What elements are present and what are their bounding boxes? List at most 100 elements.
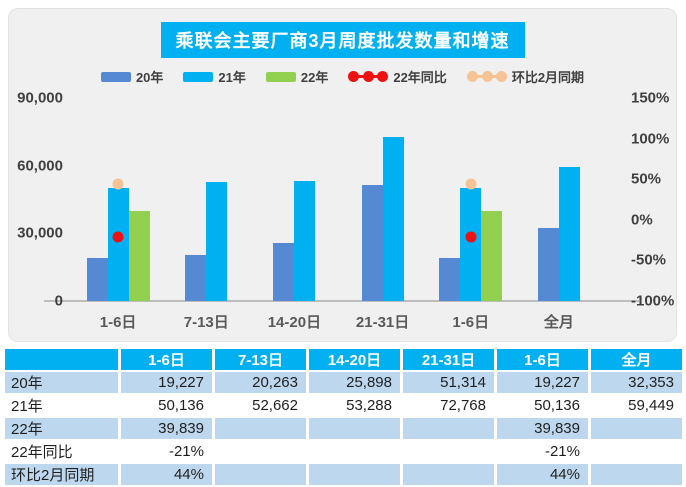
cell-r2-c2 [309,418,400,439]
dot-mom-0 [112,178,124,190]
bar-y2021-3 [382,136,404,301]
table-row-3: 22年同比 -21% -21% [5,441,682,462]
row-label-4: 环比2月同期 [5,464,118,485]
cell-r4-c3 [403,464,494,485]
bar-y2021-5 [558,166,580,301]
col-header-0 [5,349,118,370]
bar-y2020-3 [361,185,383,301]
dot-mom-4 [465,178,477,190]
cell-r1-c3: 72,768 [403,395,494,416]
chart-legend: 20年 21年 22年 22年同比 环比2月同期 [9,67,676,86]
row-label-1: 21年 [5,395,118,416]
cell-r0-c5: 32,353 [591,372,682,393]
y-axis-right-tick-0: 150% [631,89,670,107]
legend-line-marker-mom-icon [466,71,507,82]
cell-r2-c0: 39,839 [121,418,212,439]
y-axis-right-tick-3: 0% [631,211,653,229]
col-header-6: 全月 [591,349,682,370]
col-header-1: 1-6日 [121,349,212,370]
y-axis-left-tick-2: 30,000 [17,224,63,242]
cell-r0-c1: 20,263 [215,372,306,393]
bar-y2021-0 [107,187,129,301]
bar-y2020-0 [86,257,108,301]
col-header-2: 7-13日 [215,349,306,370]
x-axis-label-5: 全月 [543,314,574,331]
legend-item-y2022: 22年 [265,67,329,86]
x-axis-label-1: 7-13日 [183,314,229,331]
summary-table: 1-6日 7-13日 14-20日 21-31日 1-6日 全月 20年 19,227 20,… [2,347,685,487]
bar-y2021-1 [206,182,228,301]
y-axis-right-tick-1: 100% [631,130,670,148]
legend-swatch-y2022-icon [265,71,296,82]
y-axis-left-tick-3: 0 [54,292,63,310]
plot-area: 90,000 60,000 30,000 0 150% 100% 50% 0% -50% -100… [17,90,674,332]
bar-y2021-4 [460,187,482,301]
bar-y2020-1 [185,255,207,301]
legend-dot-mom-1 [481,71,493,82]
x-axis-label-4: 1-6日 [452,314,490,331]
y-axis-right-tick-2: 50% [631,170,662,188]
col-header-4: 21-31日 [403,349,494,370]
cell-r0-c0: 19,227 [121,372,212,393]
cell-r3-c0: -21% [121,441,212,462]
bar-y2022-0 [128,211,150,301]
cell-r4-c1 [215,464,306,485]
legend-swatch-y2020-icon [100,71,131,82]
legend-label-mom: 环比2月同期 [511,70,585,85]
legend-label-y2020: 20年 [135,70,164,85]
table-header-row: 1-6日 7-13日 14-20日 21-31日 1-6日 全月 [5,349,682,370]
table-row-0: 20年 19,227 20,263 25,898 51,314 19,227 32,353 [5,372,682,393]
cell-r4-c5 [591,464,682,485]
cell-r3-c4: -21% [497,441,588,462]
bar-y2020-2 [273,242,295,301]
chart-panel: 乘联会主要厂商3月周度批发数量和增速 20年 21年 22年 22年同比 环比2月同期 … [8,8,677,342]
cell-r4-c4: 44% [497,464,588,485]
cell-r3-c1 [215,441,306,462]
cell-r4-c2 [309,464,400,485]
legend-line-marker-yoy-icon [348,71,389,82]
legend-item-y2020: 20年 [100,67,164,86]
legend-label-y2021: 21年 [218,70,246,85]
col-header-5: 1-6日 [497,349,588,370]
cell-r4-c0: 44% [121,464,212,485]
cell-r1-c1: 52,662 [215,395,306,416]
cell-r0-c4: 19,227 [497,372,588,393]
cell-r3-c3 [403,441,494,462]
legend-dot-yoy-1 [363,71,375,82]
legend-label-y2022: 22年 [300,70,329,85]
dot-yoy-4 [465,231,477,243]
row-label-3: 22年同比 [5,441,118,462]
summary-table-body: 20年 19,227 20,263 25,898 51,314 19,227 32,353 2… [5,372,682,485]
bar-y2022-4 [481,211,503,301]
cell-r1-c4: 50,136 [497,395,588,416]
y-axis-left-tick-0: 90,000 [17,89,63,107]
summary-table-header: 1-6日 7-13日 14-20日 21-31日 1-6日 全月 [5,349,682,370]
dot-yoy-0 [112,231,124,243]
x-axis-label-3: 21-31日 [355,314,410,331]
cell-r1-c5: 59,449 [591,395,682,416]
legend-item-y2021: 21年 [183,67,246,86]
table-row-2: 22年 39,839 39,839 [5,418,682,439]
bar-y2021-2 [294,180,316,301]
cell-r1-c0: 50,136 [121,395,212,416]
row-label-2: 22年 [5,418,118,439]
bar-y2020-4 [439,257,461,301]
row-label-0: 20年 [5,372,118,393]
bar-y2020-5 [537,228,559,301]
cell-r3-c5 [591,441,682,462]
legend-dot-mom-0 [466,71,478,82]
table-row-1: 21年 50,136 52,662 53,288 72,768 50,136 59,449 [5,395,682,416]
y-axis-right-tick-5: -100% [631,292,675,310]
cell-r2-c5 [591,418,682,439]
legend-dot-yoy-2 [377,71,389,82]
cell-r2-c4: 39,839 [497,418,588,439]
cell-r2-c3 [403,418,494,439]
x-axis-label-0: 1-6日 [99,314,137,331]
x-axis-label-2: 14-20日 [267,314,322,331]
legend-label-yoy: 22年同比 [393,70,447,85]
y-axis-left-tick-1: 60,000 [17,157,63,175]
cell-r1-c2: 53,288 [309,395,400,416]
legend-dot-yoy-0 [348,71,360,82]
legend-item-yoy: 22年同比 [348,67,447,86]
cell-r0-c2: 25,898 [309,372,400,393]
